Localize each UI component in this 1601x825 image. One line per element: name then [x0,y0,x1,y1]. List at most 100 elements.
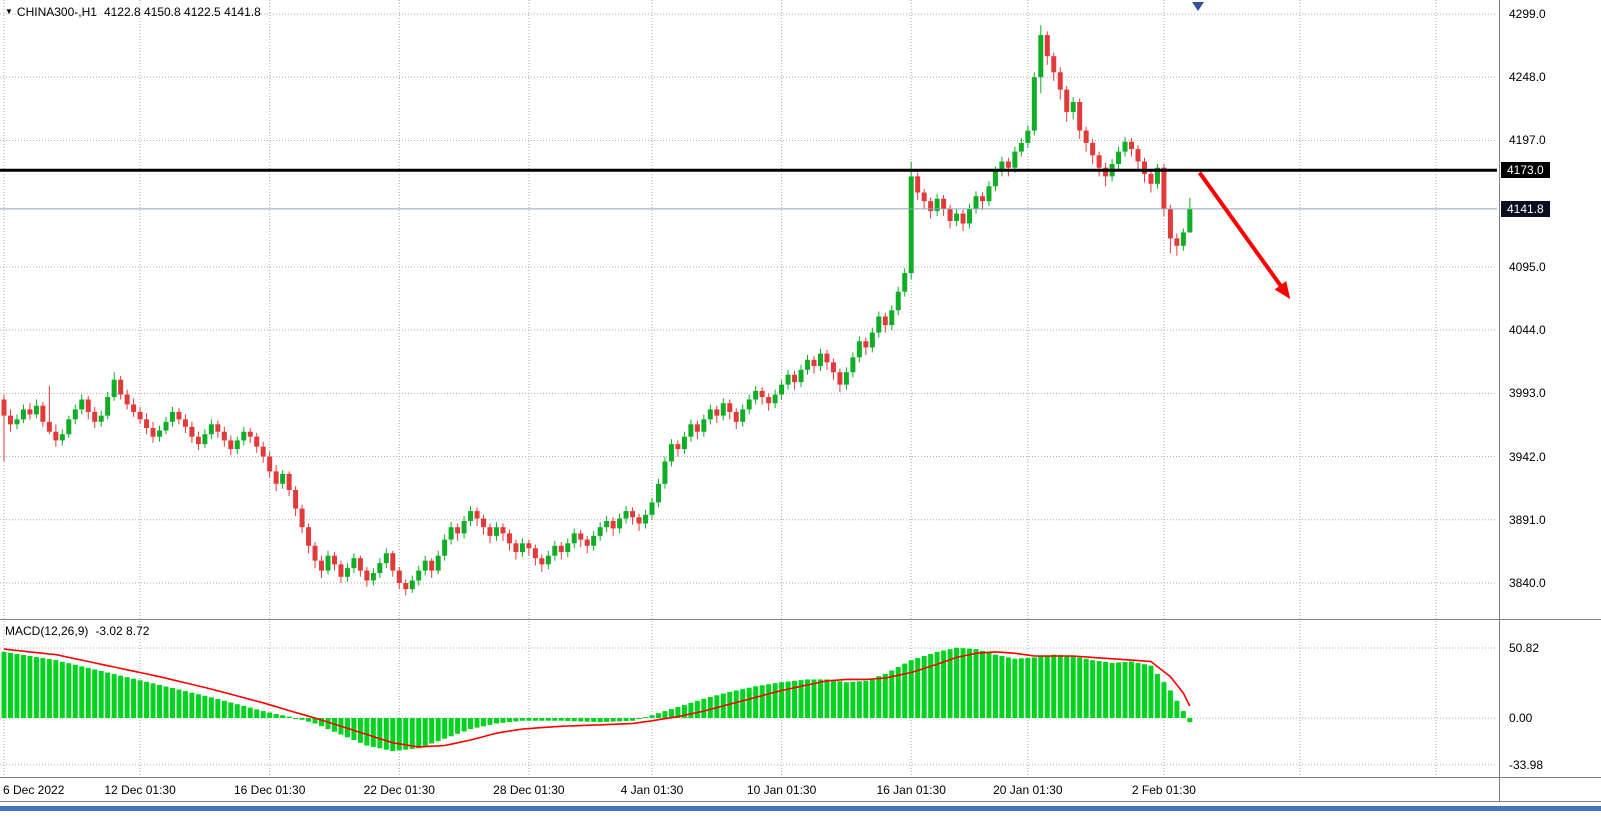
macd-bar [753,686,759,718]
price-axis[interactable]: 4299.0 4248.0 4197.0 4095.0 4044.0 3993.0 3942… [1500,0,1601,801]
macd-bar [20,654,26,718]
macd-bar [429,718,435,744]
macd-bar [740,689,746,718]
candle-body [461,520,467,534]
candle-body [1174,238,1180,246]
panel-splitter[interactable] [0,619,1601,620]
chart-shift-marker-icon[interactable] [1192,2,1204,11]
candle-body [118,379,124,395]
candle-body [811,359,817,367]
price-axis-label: 4197.0 [1509,133,1546,148]
candle-body [1077,102,1083,131]
macd-bar [66,663,72,718]
candle-body [597,527,603,536]
macd-bar [947,649,953,718]
indicator-axis-label: 0.00 [1509,711,1533,725]
candle-body [474,511,480,519]
macd-bar [668,709,674,718]
candle-body [33,405,39,415]
time-axis[interactable]: 6 Dec 2022 12 Dec 01:30 16 Dec 01:30 22 Dec… [0,779,1499,801]
candle-body [681,436,687,450]
macd-bar [169,688,175,718]
candle-body [267,456,273,472]
macd-bar [487,718,493,725]
macd-bar [636,718,642,719]
candle-body [519,543,525,552]
macd-bar [519,718,525,721]
macd-bar [137,680,143,718]
macd-bar [1025,657,1031,718]
candle-body [176,411,182,420]
macd-bar [526,718,532,721]
macd-bar [908,660,914,718]
candle-body [643,514,649,524]
macd-bar [979,650,985,718]
macd-bar [986,652,992,718]
macd-bar [474,718,480,728]
candle-body [578,533,584,540]
macd-bar [746,687,752,718]
candle-body [1135,149,1141,162]
candle-body [390,553,396,571]
candle-body [293,490,299,509]
candle-body [195,436,201,445]
candle-body [979,196,985,202]
macd-bar [27,656,33,718]
macd-bar [189,692,195,718]
time-axis-label: 2 Feb 01:30 [1131,783,1196,797]
candle-body [999,161,1005,172]
macd-bar [312,718,318,724]
candle-body [377,563,383,574]
candle-body [604,520,610,528]
macd-bar [811,679,817,718]
macd-bar [1031,657,1037,718]
macd-bar [597,718,603,723]
price-axis-label: 3942.0 [1509,449,1546,464]
candle-body [714,409,720,416]
macd-bar [714,695,720,718]
candle-body [701,419,707,432]
candle-body [215,424,221,432]
macd-bar [131,678,137,718]
trend-arrow-head[interactable] [1274,281,1291,300]
macd-bar [1167,690,1173,718]
price-axis-border [1499,0,1500,801]
candle-body [14,419,20,425]
candle-body [1116,151,1122,164]
macd-bottom-border [0,777,1601,778]
candle-body [675,444,681,450]
candle-body [241,431,247,441]
macd-bar [1038,656,1044,718]
macd-bar [513,718,519,722]
candle-body [286,473,292,491]
macd-bar [468,718,474,730]
macd-bar [604,718,610,722]
macd-bar [876,676,882,718]
macd-bar [578,718,584,722]
candle-body [319,560,325,571]
macd-bar [144,681,150,718]
trend-arrow-line[interactable] [1197,171,1286,292]
time-axis-label: 28 Dec 01:30 [493,783,565,797]
time-axis-label: 4 Jan 01:30 [620,783,684,797]
macd-bar [895,667,901,718]
macd-bar [53,660,59,718]
macd-bar [675,706,681,718]
time-axis-label: 20 Jan 01:30 [993,783,1063,797]
macd-bar [59,661,65,718]
macd-bar [552,718,558,721]
macd-bar [941,650,947,718]
time-axis-label: 6 Dec 2022 [3,783,65,797]
candle-body [338,564,344,577]
candle-body [928,201,934,212]
macd-bar [267,712,273,718]
macd-bar [1135,662,1141,718]
candle-body [610,520,616,529]
price-axis-label: 3840.0 [1509,575,1546,590]
candle-body [468,511,474,521]
candle-body [221,431,227,441]
dropdown-triangle-icon[interactable]: ▼ [5,7,13,16]
macd-bar [830,680,836,718]
chart-plot-area[interactable] [0,0,1499,801]
candle-body [824,353,830,363]
